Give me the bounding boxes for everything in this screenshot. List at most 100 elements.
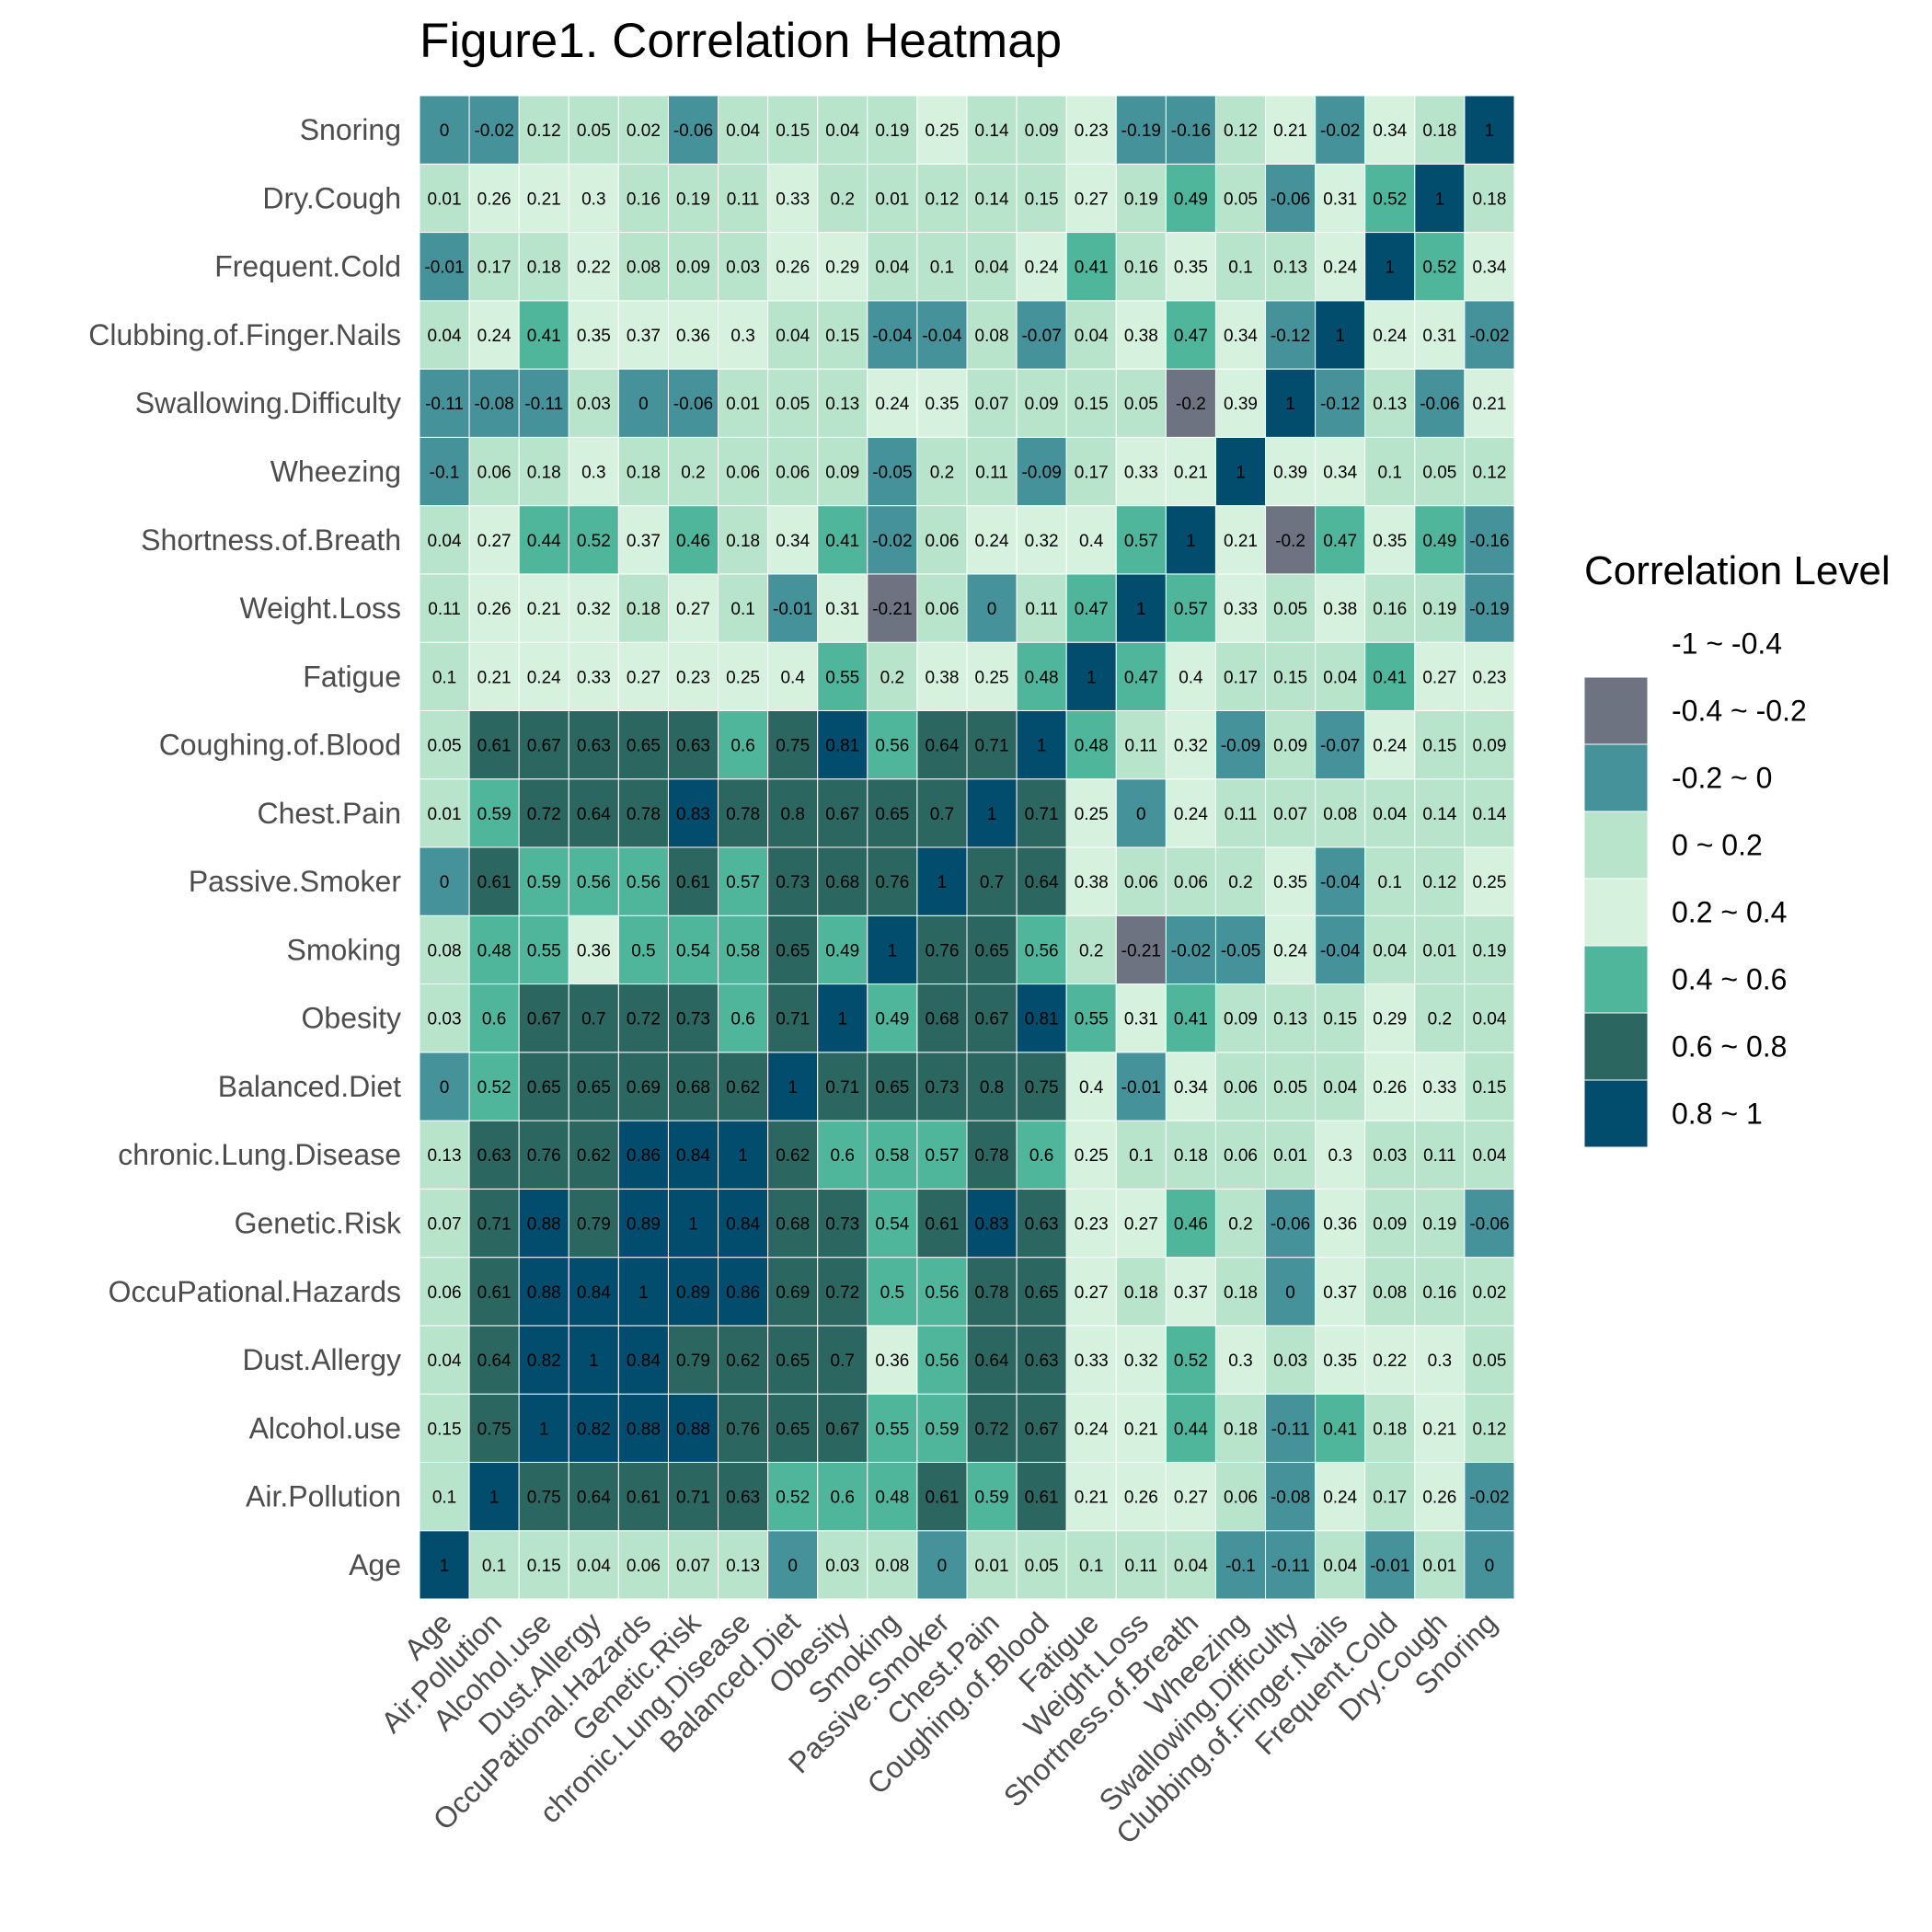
cell-value-label: 0.23 <box>676 668 710 687</box>
cell-value-label: 0.18 <box>527 259 561 278</box>
heatmap-cell <box>1464 846 1515 916</box>
cell-value-label: 0.61 <box>627 1489 661 1508</box>
cell-value-label: 0.65 <box>527 1078 561 1098</box>
cell-value-label: 0.34 <box>1224 327 1258 346</box>
heatmap-cell <box>916 1393 968 1463</box>
heatmap-cell <box>1265 778 1317 848</box>
heatmap-cell <box>966 1530 1018 1600</box>
heatmap-cell <box>1165 95 1216 165</box>
cell-value-label: 0.65 <box>627 737 661 756</box>
cell-value-label: 0.76 <box>925 941 959 960</box>
heatmap-cell <box>1214 505 1267 575</box>
cell-value-label: 0.06 <box>776 464 810 483</box>
legend-key-swatch <box>1583 676 1649 745</box>
heatmap-cell <box>1315 573 1366 643</box>
heatmap-cell <box>1065 232 1117 302</box>
heatmap-cell <box>568 1530 619 1600</box>
heatmap-cell <box>916 983 968 1053</box>
cell-value-label: 0.79 <box>577 1215 611 1235</box>
cell-value-label: 0.84 <box>726 1215 760 1235</box>
heatmap-cell <box>1016 95 1067 165</box>
y-tick-label: Age <box>349 1548 401 1581</box>
heatmap-cell <box>1016 641 1067 711</box>
cell-value-label: 0.75 <box>477 1420 512 1439</box>
heatmap-cell <box>1414 778 1466 848</box>
cell-value-label: 0.73 <box>776 873 810 892</box>
heatmap-cell <box>1016 436 1067 507</box>
cell-value-label: 0.05 <box>1025 1557 1059 1576</box>
cell-value-label: 0.56 <box>1025 941 1059 960</box>
cell-value-label: 0.71 <box>477 1215 512 1235</box>
cell-value-label: 0.2 <box>930 464 954 483</box>
heatmap-cell <box>867 1120 918 1190</box>
cell-value-label: 0.29 <box>825 259 859 278</box>
cell-value-label: 0.04 <box>1472 1146 1506 1166</box>
cell-value-label: 0.68 <box>925 1010 959 1029</box>
cell-value-label: 0.09 <box>825 464 859 483</box>
cell-value-label: 0.55 <box>527 941 561 960</box>
cell-value-label: 0.18 <box>1174 1146 1208 1166</box>
heatmap-cell <box>767 573 819 643</box>
heatmap-cell <box>1115 1257 1167 1327</box>
heatmap-cell <box>419 983 470 1053</box>
heatmap-cell <box>1315 983 1366 1053</box>
cell-value-label: 0.1 <box>1079 1557 1103 1576</box>
heatmap-cell <box>518 1257 569 1327</box>
heatmap-cell <box>1214 368 1267 438</box>
cell-value-label: 0.15 <box>527 1557 561 1576</box>
heatmap-cell <box>518 709 569 780</box>
cell-value-label: -0.07 <box>1021 327 1061 346</box>
cell-value-label: 0.04 <box>975 259 1009 278</box>
cell-value-label: 0.2 <box>681 464 705 483</box>
heatmap-cell <box>1016 983 1067 1053</box>
cell-value-label: 0.48 <box>1075 737 1109 756</box>
heatmap-cell <box>916 1120 968 1190</box>
cell-value-label: 0.88 <box>527 1283 561 1303</box>
heatmap-cell <box>767 846 819 916</box>
heatmap-cell <box>1115 163 1167 234</box>
cell-value-label: -0.01 <box>424 259 464 278</box>
cell-value-label: 0.58 <box>726 941 760 960</box>
cell-value-label: -0.09 <box>1221 737 1260 756</box>
heatmap-cell <box>1414 1052 1466 1121</box>
heatmap-cell <box>867 709 918 780</box>
cell-value-label: 0.1 <box>1129 1146 1153 1166</box>
heatmap-cell <box>1364 1188 1416 1259</box>
cell-value-label: 0.18 <box>1373 1420 1407 1439</box>
cell-value-label: 0.7 <box>831 1351 855 1371</box>
heatmap-cell <box>1265 914 1317 985</box>
heatmap-cell <box>518 641 569 711</box>
cell-value-label: 0.21 <box>1075 1489 1109 1508</box>
heatmap-cell <box>1016 1188 1067 1259</box>
cell-value-label: 1 <box>638 1283 649 1303</box>
heatmap-cell <box>468 1120 520 1190</box>
cell-value-label: 0.65 <box>776 941 810 960</box>
heatmap-cell <box>767 95 819 165</box>
cell-value-label: 0.01 <box>428 805 462 824</box>
heatmap-cell <box>1115 368 1167 438</box>
y-axis-labels: Age Air.Pollution Alcohol.use Dust.Allergy O… <box>88 113 402 1581</box>
cell-value-label: 0.41 <box>1174 1010 1208 1029</box>
cell-value-label: 1 <box>1485 121 1495 141</box>
heatmap-cell <box>1265 368 1317 438</box>
cell-value-label: 0.34 <box>1323 464 1357 483</box>
heatmap-cell <box>419 846 470 916</box>
heatmap-cell <box>1315 163 1366 234</box>
cell-value-label: 0.65 <box>875 805 909 824</box>
cell-value-label: 0.49 <box>1422 532 1456 551</box>
heatmap-cell <box>916 1257 968 1327</box>
heatmap-cell <box>667 1530 719 1600</box>
heatmap-cell <box>867 505 918 575</box>
heatmap-cell <box>1364 914 1416 985</box>
heatmap-cell <box>518 846 569 916</box>
cell-value-label: 1 <box>837 1010 847 1029</box>
heatmap-cell <box>419 778 470 848</box>
heatmap-cell <box>1364 573 1416 643</box>
heatmap-cell <box>568 95 619 165</box>
heatmap-cell <box>617 1188 669 1259</box>
cell-value-label: 0.17 <box>1075 464 1109 483</box>
heatmap-cell <box>718 163 769 234</box>
cell-value-label: 0.39 <box>1224 395 1258 414</box>
y-tick-label: Fatigue <box>303 660 401 693</box>
cell-value-label: 0.26 <box>1373 1078 1407 1098</box>
